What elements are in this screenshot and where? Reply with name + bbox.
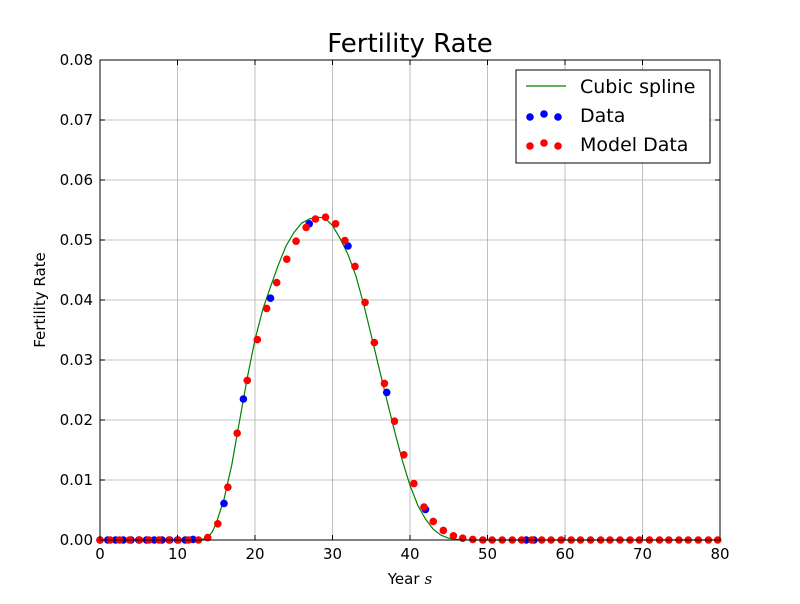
y-tick-label: 0.07 — [60, 111, 93, 129]
data-point-model-data — [351, 262, 359, 271]
data-point-data — [239, 395, 248, 403]
x-tick-label: 50 — [478, 545, 497, 563]
y-tick-label: 0.02 — [60, 411, 93, 429]
x-tick-label: 80 — [710, 545, 729, 563]
legend-swatch-model-data-dot-2 — [540, 139, 548, 147]
chart-title: Fertility Rate — [327, 29, 493, 59]
data-point-model-data — [292, 237, 300, 245]
legend-label-data: Data — [580, 105, 625, 127]
data-point-data — [266, 294, 275, 303]
legend-swatch-data-dot-3 — [554, 113, 562, 121]
x-tick-label: 30 — [323, 545, 342, 563]
data-point-model-data — [380, 379, 389, 388]
x-tick-label: 0 — [95, 545, 105, 563]
data-point-model-data — [311, 215, 320, 223]
data-point-model-data — [410, 479, 418, 488]
data-point-model-data — [341, 236, 349, 245]
legend-swatch-model-data-dot-3 — [554, 142, 562, 150]
y-tick-label: 0.00 — [60, 531, 93, 549]
legend-swatch-data-dot-1 — [526, 113, 534, 121]
data-point-model-data — [468, 535, 477, 544]
x-tick-label: 20 — [245, 545, 264, 563]
plot-data — [96, 213, 722, 544]
data-point-model-data — [361, 298, 369, 307]
y-tick-label: 0.06 — [60, 171, 93, 189]
data-point-model-data — [439, 526, 448, 535]
x-tick-label: 10 — [168, 545, 187, 563]
axis-ticks: 0 10 20 30 40 50 60 70 80 0.00 0.01 0.02 0.03 0.04 0.0… — [60, 51, 730, 563]
y-axis-label: Fertility Rate — [31, 252, 49, 348]
data-point-model-data — [458, 534, 467, 542]
data-point-data — [382, 388, 391, 397]
data-point-model-data — [420, 503, 428, 511]
legend-label-cubic-spline: Cubic spline — [580, 76, 695, 98]
y-tick-label: 0.08 — [60, 51, 93, 69]
x-axis-label: Year s — [387, 570, 433, 588]
data-point-model-data — [272, 278, 281, 287]
data-point-data — [220, 499, 228, 508]
data-point-model-data — [449, 532, 458, 540]
legend: Cubic spline Data Model Data — [515, 69, 711, 164]
data-point-model-data — [233, 429, 241, 438]
data-point-model-data — [370, 338, 379, 347]
x-tick-label: 40 — [400, 545, 419, 563]
y-tick-label: 0.01 — [60, 471, 93, 489]
data-point-model-data — [331, 220, 340, 228]
x-axis-label-math: s — [425, 570, 433, 588]
data-point-model-data — [390, 417, 399, 426]
y-tick-label: 0.04 — [60, 291, 93, 309]
y-tick-label: 0.03 — [60, 351, 93, 369]
legend-swatch-model-data-dot-1 — [526, 142, 534, 150]
legend-label-model-data: Model Data — [580, 134, 688, 156]
data-point-model-data — [429, 517, 438, 526]
x-tick-label: 60 — [555, 545, 574, 563]
y-tick-label: 0.05 — [60, 231, 93, 249]
data-point-model-data — [400, 451, 408, 459]
data-point-model-data — [214, 520, 222, 528]
data-point-model-data — [224, 483, 232, 492]
series-line-cubic-spline — [100, 216, 720, 541]
data-point-model-data — [321, 213, 330, 221]
data-point-model-data — [282, 255, 291, 263]
data-point-model-data — [243, 376, 252, 385]
legend-swatch-data-dot-2 — [540, 110, 548, 118]
data-point-model-data — [253, 335, 262, 344]
x-axis-label-text: Year — [387, 570, 421, 588]
data-point-model-data — [302, 223, 310, 232]
x-tick-label: 70 — [633, 545, 652, 563]
data-point-model-data — [262, 304, 271, 313]
